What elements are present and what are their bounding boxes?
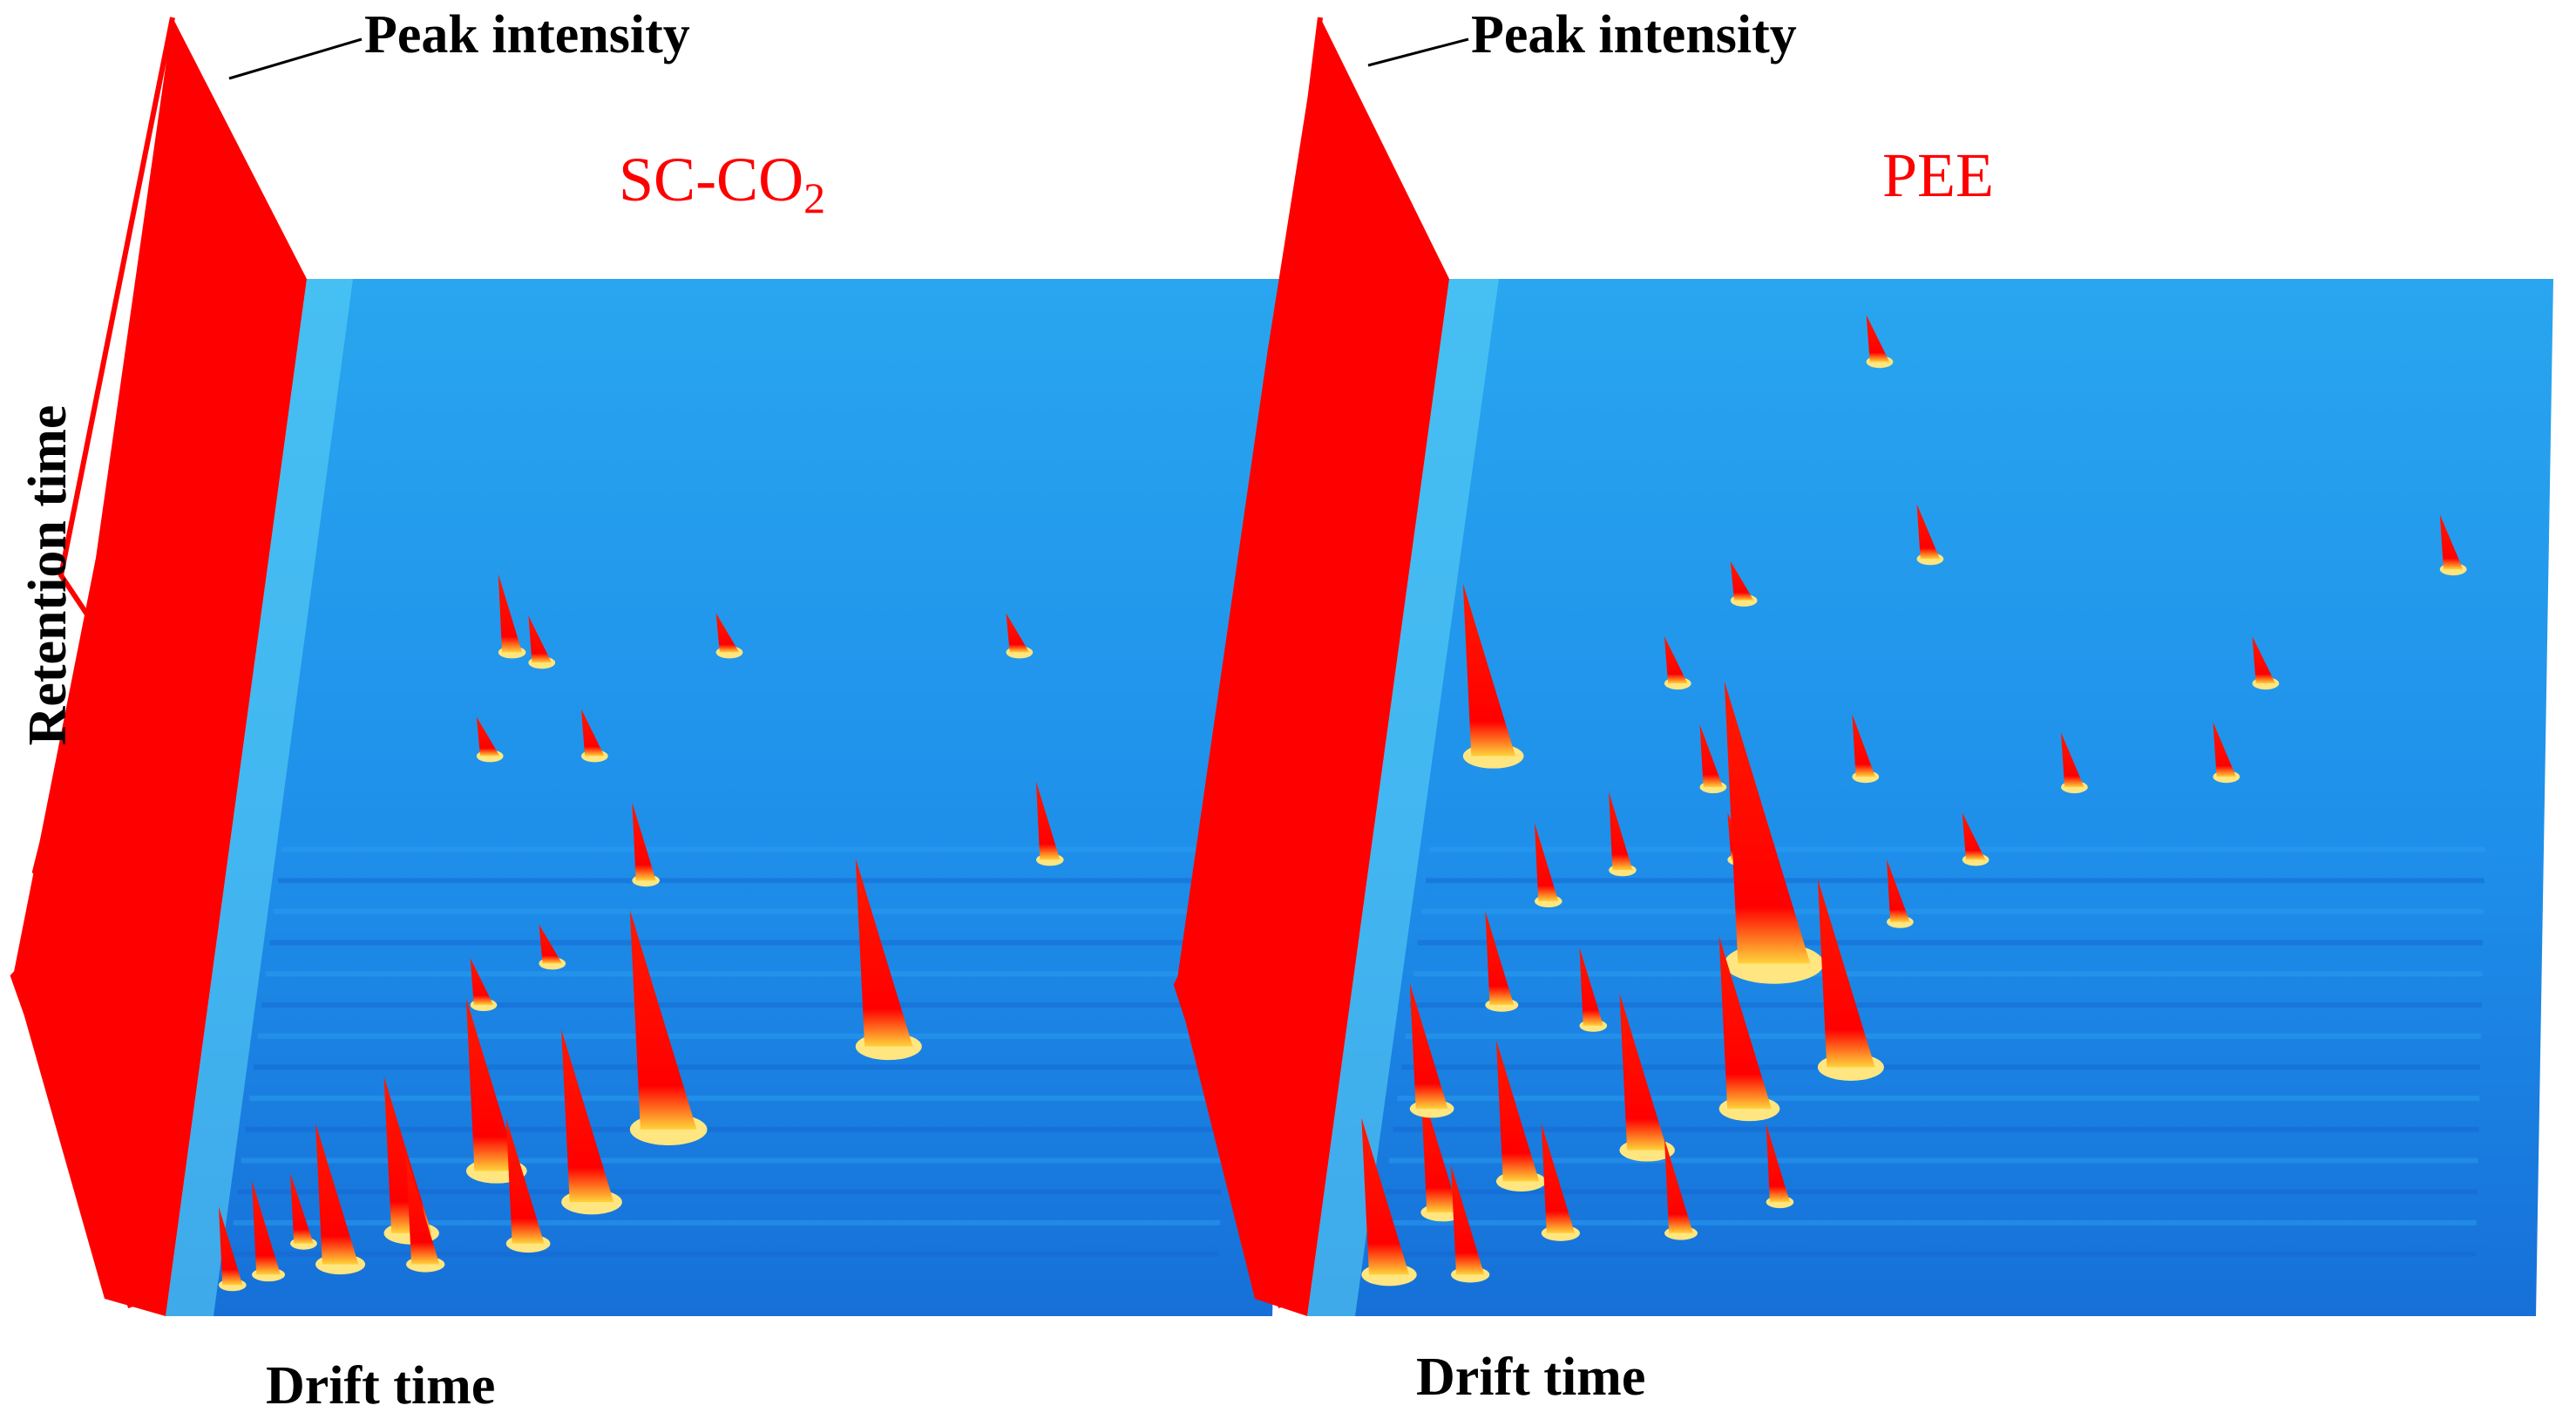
peak-mark-14 xyxy=(1534,823,1559,901)
peak-intensity-leader-line xyxy=(228,37,363,80)
rip-wall xyxy=(13,17,307,1316)
peak-mark-22 xyxy=(1541,1123,1575,1233)
plot-floor xyxy=(1307,279,2553,1316)
rip-wall-jagged-edge xyxy=(10,17,175,1309)
panel-pee: Peak intensity PEE Drift time xyxy=(1173,5,2553,1407)
peak-mark-18 xyxy=(1718,936,1772,1109)
peak-mark-12 xyxy=(561,1029,614,1203)
peak-mark-12 xyxy=(1962,812,1986,860)
peak-mark-7 xyxy=(1699,724,1724,788)
rip-wall xyxy=(1176,17,1449,1316)
peak-mark-15 xyxy=(1886,859,1910,922)
peak-mark-20 xyxy=(290,1172,314,1244)
peak-mark-0 xyxy=(1866,315,1890,363)
y-axis-label: Retention time xyxy=(18,405,78,746)
peak-mark-19 xyxy=(1619,993,1668,1151)
peak-mark-8 xyxy=(1852,714,1875,777)
peak-mark-8 xyxy=(855,858,913,1047)
peak-mark-10 xyxy=(2213,722,2237,777)
peak-mark-27 xyxy=(1579,947,1603,1026)
peak-mark-10 xyxy=(470,958,494,1005)
panel-title-subscript: 2 xyxy=(803,173,825,222)
peak-mark-17 xyxy=(218,1206,243,1286)
peak-mark-9 xyxy=(2061,732,2085,788)
peak-mark-2 xyxy=(715,613,740,653)
panel-sc-co2: Peak intensity SC-CO2 Retention time Dri… xyxy=(10,5,1303,1416)
peak-mark-28 xyxy=(1485,911,1515,1005)
plot-floor-reflection xyxy=(166,279,353,1316)
peak-mark-9 xyxy=(539,924,562,964)
peak-mark-6 xyxy=(632,802,656,881)
peak-mark-4 xyxy=(1664,636,1688,684)
rip-wall-jagged-edge xyxy=(1173,17,1323,1308)
peak-mark-5 xyxy=(580,709,605,757)
peak-mark-21 xyxy=(1420,1087,1460,1212)
panel-title: PEE xyxy=(1882,140,1994,210)
peak-mark-25 xyxy=(1450,1164,1485,1275)
panel-title: SC-CO2 xyxy=(619,145,825,222)
drift-streaks xyxy=(1376,846,2485,1257)
peak-mark-14 xyxy=(383,1076,432,1233)
peak-mark-23 xyxy=(1664,1138,1693,1233)
peak-mark-1 xyxy=(528,615,552,663)
peak-mark-5 xyxy=(2252,636,2276,684)
peak-marks xyxy=(218,574,1064,1292)
peak-mark-13 xyxy=(1609,791,1633,871)
peak-mark-6 xyxy=(1462,583,1515,757)
peak-mark-19 xyxy=(406,1154,440,1265)
peak-mark-18 xyxy=(505,1117,545,1244)
peak-intensity-label: Peak intensity xyxy=(364,5,690,64)
peak-mark-20 xyxy=(1495,1040,1540,1182)
x-axis-label: Drift time xyxy=(1416,1348,1645,1407)
peak-marks xyxy=(1361,315,2467,1287)
peak-mark-0 xyxy=(498,574,523,653)
peak-mark-3 xyxy=(1006,613,1030,653)
peak-mark-7 xyxy=(1035,781,1061,860)
peak-mark-4 xyxy=(476,716,500,757)
peak-intensity-leader-line xyxy=(1367,37,1469,67)
peak-mark-16 xyxy=(1724,681,1811,964)
x-axis-label: Drift time xyxy=(266,1356,495,1416)
peak-mark-2 xyxy=(2439,514,2464,570)
peak-intensity-label: Peak intensity xyxy=(1471,5,1797,64)
peak-mark-29 xyxy=(1409,983,1448,1109)
peak-mark-17 xyxy=(1817,879,1875,1068)
peak-mark-11 xyxy=(629,909,697,1130)
plot-floor-reflection xyxy=(1307,279,1499,1316)
peak-mark-3 xyxy=(1730,560,1754,601)
peak-mark-26 xyxy=(1766,1124,1790,1203)
plot-floor xyxy=(166,279,1303,1316)
peak-mark-13 xyxy=(465,998,519,1171)
peak-mark-15 xyxy=(315,1123,359,1265)
peak-mark-16 xyxy=(252,1180,281,1275)
peak-mark-1 xyxy=(1916,504,1941,560)
peak-mark-24 xyxy=(1361,1117,1410,1275)
